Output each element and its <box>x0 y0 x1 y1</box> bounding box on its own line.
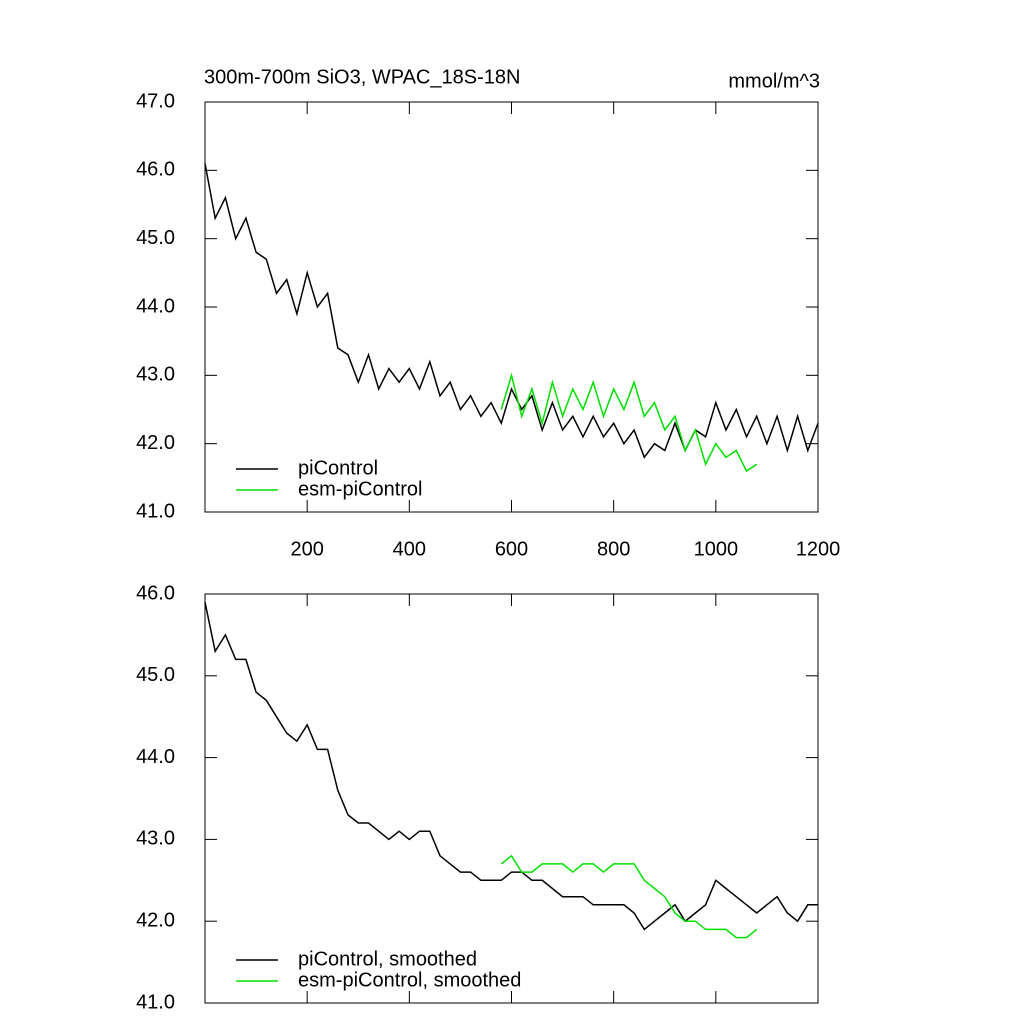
legend-label: esm-piControl <box>298 478 422 500</box>
legend-label: esm-piControl, smoothed <box>298 969 521 991</box>
y-tick-label: 44.0 <box>136 295 175 317</box>
chart-title: 300m-700m SiO3, WPAC_18S-18N <box>204 66 520 88</box>
y-tick-label: 41.0 <box>136 500 175 522</box>
series-line <box>500 854 758 939</box>
x-tick-label: 800 <box>597 538 630 560</box>
y-tick-label: 42.0 <box>136 909 175 931</box>
series-line <box>204 602 818 931</box>
plot-frame <box>204 101 819 513</box>
series-line <box>204 163 819 459</box>
y-tick-label: 41.0 <box>136 991 175 1013</box>
x-tick-label: 600 <box>495 538 528 560</box>
x-tick-label: 1000 <box>694 538 739 560</box>
x-tick-label: 200 <box>290 538 323 560</box>
y-tick-label: 47.0 <box>136 90 175 112</box>
legend-label: piControl, smoothed <box>298 948 477 970</box>
y-tick-label: 42.0 <box>136 432 175 454</box>
y-tick-label: 44.0 <box>136 746 175 768</box>
y-tick-label: 43.0 <box>136 364 175 386</box>
series-line <box>500 372 758 473</box>
plot-frame <box>204 593 819 1004</box>
units-label: mmol/m^3 <box>728 70 820 92</box>
y-tick-label: 45.0 <box>136 227 175 249</box>
x-tick-label: 1200 <box>796 538 841 560</box>
y-tick-label: 46.0 <box>136 159 175 181</box>
x-tick-label: 400 <box>393 538 426 560</box>
legend-label: piControl <box>298 457 378 479</box>
y-tick-label: 46.0 <box>136 582 175 604</box>
y-tick-label: 43.0 <box>136 828 175 850</box>
y-tick-label: 45.0 <box>136 664 175 686</box>
